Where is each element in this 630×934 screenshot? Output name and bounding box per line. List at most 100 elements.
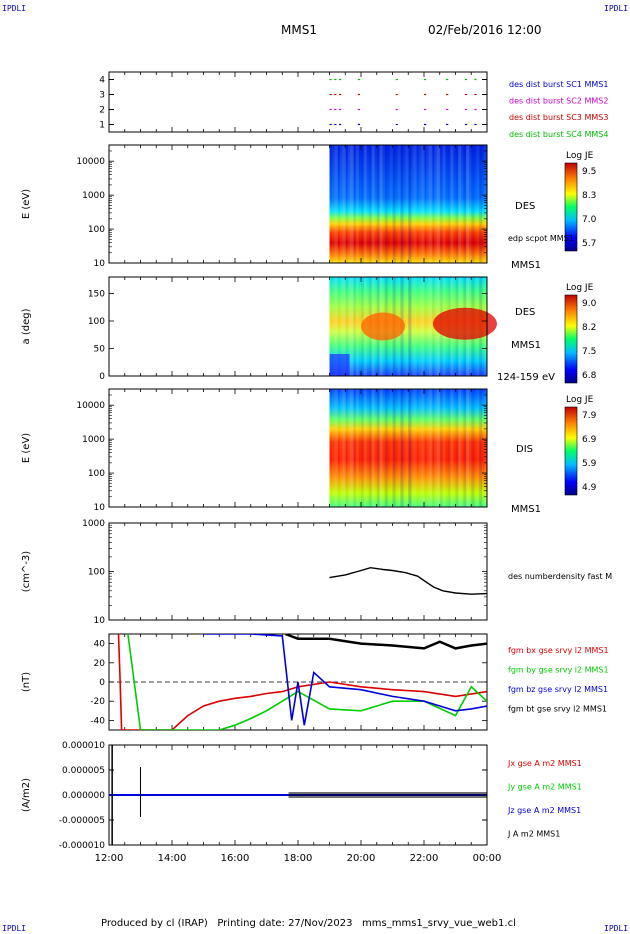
spectrogram-stripe <box>421 277 425 376</box>
availability-legend-4: des dist burst SC4 MMS4 <box>509 130 608 139</box>
spectrogram-stripe <box>439 389 443 507</box>
spectrogram-stripe <box>442 145 446 263</box>
spectrogram-stripe <box>342 389 346 507</box>
spectrogram-stripe <box>389 145 393 263</box>
spectrogram-stripe <box>426 277 430 376</box>
y-tick-label: 50 <box>94 345 106 355</box>
spectrogram-stripe <box>413 389 417 507</box>
availability-mark <box>334 93 337 96</box>
j-legend-3: Jz gse A m2 MMS1 <box>507 806 581 815</box>
y-tick-label: 0.000010 <box>62 741 105 751</box>
availability-mark <box>424 108 427 111</box>
spectrogram-stripe <box>355 277 359 376</box>
colorbar-tick-label: 5.7 <box>582 239 596 249</box>
spectrogram-des-energy <box>329 145 487 263</box>
availability-mark <box>357 108 361 111</box>
availability-mark <box>464 108 468 111</box>
y-tick-label: 100 <box>88 469 105 479</box>
spectrogram-stripe <box>450 389 454 507</box>
spectrogram-stripe <box>400 145 404 263</box>
spectrogram-stripe <box>434 389 438 507</box>
availability-mark <box>338 123 342 126</box>
spectrogram-stripe <box>371 389 375 507</box>
density-legend: des numberdensity fast M <box>508 572 612 581</box>
spectrogram-stripe <box>408 277 412 376</box>
availability-mark <box>424 78 427 81</box>
availability-mark <box>338 78 342 81</box>
y-tick-label: 4 <box>99 76 105 86</box>
spectrogram-stripe <box>353 277 357 376</box>
spectrogram-stripe <box>332 389 336 507</box>
j-legend-2: Jy gse A m2 MMS1 <box>507 783 582 792</box>
availability-mark <box>357 78 361 81</box>
b-series-line-1 <box>117 634 487 730</box>
spectrogram-stripe <box>421 389 425 507</box>
y-axis-label-4: (cm^-3) <box>21 551 32 592</box>
current-noise <box>288 792 487 798</box>
y-tick-label: 10000 <box>76 157 105 167</box>
spectrogram-stripe <box>350 277 354 376</box>
spectrogram-stripe <box>342 277 346 376</box>
spacecraft-title: MMS1 <box>281 23 317 37</box>
spectrogram-stripe <box>450 145 454 263</box>
spectrogram-stripe <box>361 145 365 263</box>
spectrogram-stripe <box>426 389 430 507</box>
y-tick-label: 150 <box>88 290 105 300</box>
b-series-line-3 <box>203 634 487 726</box>
colorbar-title-2: Log JE <box>566 283 594 293</box>
spectrogram-stripe <box>397 145 401 263</box>
spectrogram-stripe <box>379 389 383 507</box>
colorbar-tick-label: 9.5 <box>582 167 596 177</box>
availability-mark <box>474 108 477 111</box>
colorbar-title-1: Log JE <box>566 151 594 161</box>
spectrogram-stripe <box>353 145 357 263</box>
colorbar-2 <box>564 294 578 384</box>
colorbar-tick-label: 7.5 <box>582 347 596 357</box>
spectrogram-stripe <box>340 389 344 507</box>
colorbar-3 <box>564 406 578 496</box>
corner-label-top-right: IPDLI <box>604 4 629 13</box>
b-legend-4: fgm bt gse srvy l2 MMS1 <box>508 705 607 714</box>
spectrogram-stripe <box>455 389 459 507</box>
spectrogram-stripe <box>442 389 446 507</box>
spectrogram-stripe <box>434 145 438 263</box>
spectrogram-stripe <box>476 389 480 507</box>
availability-mark <box>395 123 398 126</box>
pitch-hot-patch <box>432 307 497 340</box>
spectrogram-stripe <box>447 389 451 507</box>
b-legend-1: fgm bx gse srvy l2 MMS1 <box>508 646 609 655</box>
availability-mark <box>474 123 477 126</box>
colorbar-tick-label: 4.9 <box>582 483 597 493</box>
spectrogram-stripe <box>468 389 472 507</box>
availability-mark <box>357 123 361 126</box>
spectrogram-stripe <box>471 145 475 263</box>
spectrogram-stripe <box>418 277 422 376</box>
colorbar-tick-label: 8.3 <box>582 191 596 201</box>
spectrogram-stripe <box>463 389 467 507</box>
availability-mark <box>446 78 449 81</box>
spectrogram-stripe <box>405 277 409 376</box>
availability-mark <box>474 78 477 81</box>
corner-label-bottom-right: IPDLI <box>604 924 629 933</box>
y-tick-label: -0.000010 <box>59 841 105 851</box>
j-legend-1: Jx gse A m2 MMS1 <box>507 759 582 768</box>
spectrogram-stripe <box>376 145 380 263</box>
availability-mark <box>338 93 342 96</box>
spectrogram-stripe <box>340 277 344 376</box>
colorbar-tick-label: 7.0 <box>582 215 597 225</box>
spectrogram-stripe <box>355 145 359 263</box>
y-axis-label-6: (A/m2) <box>21 778 32 812</box>
y-axis-label-3: E (eV) <box>21 433 32 463</box>
spectrogram-stripe <box>368 389 372 507</box>
spectrogram-stripe <box>350 145 354 263</box>
spectrogram-stripe <box>413 145 417 263</box>
y-tick-label: 10 <box>94 259 106 269</box>
y-tick-label: 0 <box>99 372 105 382</box>
availability-mark <box>464 123 468 126</box>
spectrogram-stripe <box>413 277 417 376</box>
availability-mark <box>395 78 398 81</box>
y-tick-label: 100 <box>88 317 105 327</box>
availability-mark <box>474 93 477 96</box>
pitch-low-patch <box>329 354 350 376</box>
